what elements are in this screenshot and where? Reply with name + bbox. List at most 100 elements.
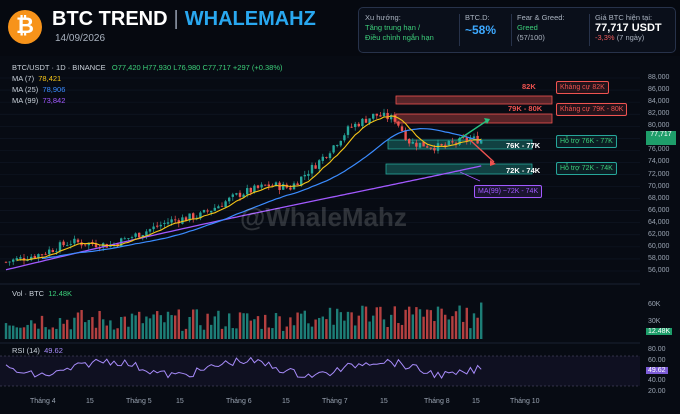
volume-bar [314,319,317,339]
volume-bar [440,308,443,339]
candle-body [354,123,357,128]
volume-bar [87,319,90,339]
volume-bar [379,306,382,339]
time-axis-label: 15 [472,398,480,405]
candle-body [94,243,98,248]
rsi-legend: RSI (14) 49.62 [12,346,63,355]
candle-body [361,118,364,126]
ma99-value: 73,842 [42,96,66,105]
volume-bar [58,318,62,339]
volume-bar [458,305,461,339]
info-panel: Xu hướng: Tăng trung hạn / Điều chỉnh ng… [358,7,676,53]
resistance-80k-tag: Kháng cự 79K - 80K [556,103,628,116]
candle-body [393,114,396,122]
candle-body [8,261,11,263]
candle-body [328,153,332,159]
support-77k-label: 76K - 77K [506,141,541,150]
support-72k-tag: Hỗ trợ 72K - 74K [556,162,617,175]
volume-bar [166,311,170,339]
volume-bar [415,307,418,339]
volume-bar [116,328,119,339]
candle-body [213,207,216,211]
candle-body [332,145,335,153]
time-axis-label: Tháng 10 [510,398,540,405]
volume-bar [260,328,263,339]
price-axis-label: 82,000 [648,110,670,118]
candle-body [458,138,461,145]
candle-body [33,255,36,259]
price-axis-label: 76,000 [648,146,670,154]
current-price-value: 77,717 [650,131,672,138]
volume-bar [181,330,184,339]
down-arrow [469,139,495,163]
volume-bar [141,323,144,339]
volume-bar [433,321,436,339]
volume-bar [307,323,310,339]
volume-bar [408,306,411,339]
volume-bar [152,314,155,339]
candle-body [454,142,458,144]
candle-body [37,254,40,259]
volume-bar [418,309,422,339]
volume-bar [303,310,306,339]
time-axis-label: Tháng 6 [226,398,252,405]
volume-bar [231,328,234,339]
volume-bar [195,309,198,339]
volume-bar [199,325,202,339]
candle-body [184,217,188,221]
volume-bar [84,322,87,339]
title-text: BTC TREND [52,8,168,30]
candle-body [166,222,170,224]
rsi-axis-20: 20.00 [648,388,666,395]
candle-body [55,251,58,253]
symbol-row: BTC/USDT · 1D · BINANCE O77,420 H77,930 … [12,62,283,73]
candle-body [138,232,141,238]
candle-body [390,115,393,120]
candle-body [123,238,126,240]
fear-greed-cell: Fear & Greed: Greed (57/100) [517,13,565,43]
candle-body [310,164,314,174]
rsi-value: 49.62 [44,346,63,355]
volume-bar [22,327,26,339]
rsi-band [0,356,640,386]
ma99-tag: MA(99) ~72K - 74K [474,185,543,198]
rsi-axis-60: 60.00 [648,357,666,364]
candle-body [382,112,386,116]
resistance-80k-label: 79K - 80K [508,104,543,113]
volume-bar [120,316,123,339]
candle-body [174,219,177,221]
candle-body [48,249,51,255]
volume-bar [264,314,267,339]
candle-body [134,233,137,237]
candle-body [148,229,152,232]
volume-bar [310,326,314,339]
time-axis-label: 15 [380,398,388,405]
volume-bar [238,312,242,339]
candle-body [422,141,425,147]
candle-body [433,147,436,151]
volume-bar [138,311,141,339]
volume-bar [422,316,425,339]
resistance-80k-zone [395,113,553,124]
header-date: 14/09/2026 [55,33,106,44]
volume-bar [274,313,278,339]
trend-line1: Tăng trung hạn / [365,23,421,32]
volume-bar [91,317,94,339]
candle-body [235,193,238,195]
volume-bar [364,306,368,339]
candle-body [84,244,87,246]
volume-bar [393,306,396,339]
support-77k-tag: Hỗ trợ 76K - 77K [556,135,617,148]
candle-body [350,126,353,128]
candle-body [426,146,429,148]
candle-body [282,184,285,190]
volume-bar [296,312,299,339]
volume-bar [40,315,44,339]
price-axis-label: 56,000 [648,267,670,274]
candle-body [26,260,29,261]
candle-body [192,213,195,220]
volume-axis-30k: 30K [648,318,661,325]
volume-bar [148,318,152,339]
volume-bar [289,317,292,339]
fear-greed-score: (57/100) [517,33,545,42]
